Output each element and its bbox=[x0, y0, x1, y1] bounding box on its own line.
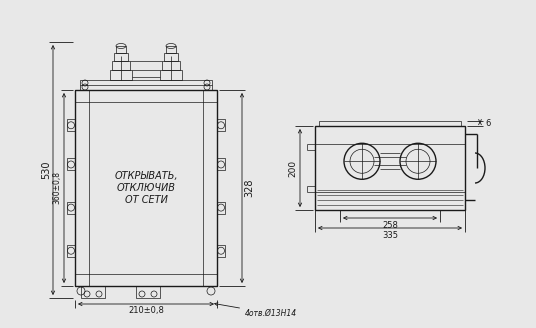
Bar bbox=[160, 70, 182, 80]
Bar bbox=[81, 286, 105, 298]
Bar bbox=[217, 119, 225, 131]
Text: 210±0,8: 210±0,8 bbox=[128, 306, 164, 316]
Bar bbox=[136, 286, 160, 298]
Bar bbox=[75, 90, 217, 102]
Bar bbox=[75, 90, 217, 286]
Bar bbox=[164, 53, 178, 61]
Bar bbox=[110, 70, 132, 80]
Bar bbox=[80, 80, 212, 90]
Bar bbox=[217, 245, 225, 257]
Bar bbox=[67, 158, 75, 171]
Bar bbox=[166, 46, 176, 53]
Bar bbox=[315, 126, 465, 210]
Bar bbox=[217, 158, 225, 171]
Text: 530: 530 bbox=[41, 161, 51, 179]
Text: 6: 6 bbox=[485, 119, 490, 128]
Bar bbox=[75, 274, 217, 286]
Text: 328: 328 bbox=[244, 179, 254, 197]
Text: 360±0,8: 360±0,8 bbox=[53, 172, 62, 204]
Bar bbox=[162, 61, 180, 70]
Text: 4отв.Ø13Н14: 4отв.Ø13Н14 bbox=[214, 303, 297, 318]
Text: ОТКРЫВАТЬ,
ОТКЛЮЧИВ
ОТ СЕТИ: ОТКРЫВАТЬ, ОТКЛЮЧИВ ОТ СЕТИ bbox=[114, 172, 178, 205]
Bar bbox=[67, 202, 75, 214]
Bar bbox=[67, 119, 75, 131]
Bar bbox=[217, 202, 225, 214]
Text: 258: 258 bbox=[382, 220, 398, 230]
Bar bbox=[75, 90, 89, 286]
Bar bbox=[67, 245, 75, 257]
Bar bbox=[116, 46, 126, 53]
Bar bbox=[112, 61, 130, 70]
Text: 200: 200 bbox=[288, 159, 297, 176]
Text: 335: 335 bbox=[382, 231, 398, 239]
Bar bbox=[203, 90, 217, 286]
Bar bbox=[319, 121, 461, 126]
Bar bbox=[114, 53, 128, 61]
